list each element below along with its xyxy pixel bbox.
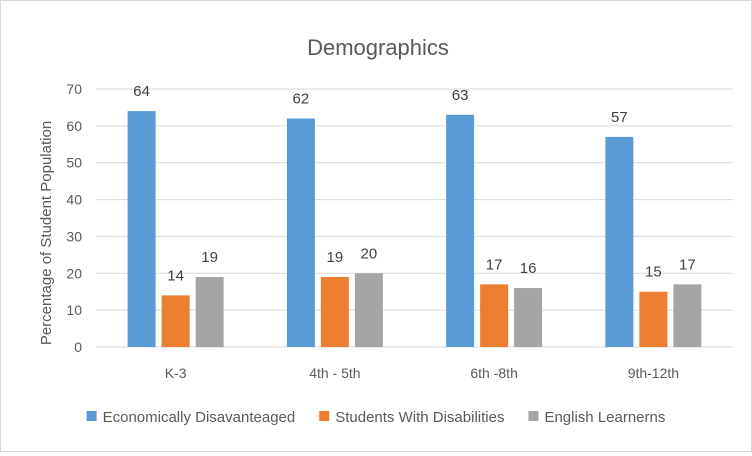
bars — [127, 111, 702, 347]
data-label: 57 — [611, 109, 628, 126]
data-labels: 64 14 19 62 19 20 63 17 16 57 15 17 — [133, 83, 695, 284]
bar — [446, 114, 475, 347]
y-tick-labels: 0 10 20 30 40 50 60 70 — [66, 81, 82, 355]
legend-swatch — [528, 411, 539, 421]
x-tick-label: 4th - 5th — [309, 365, 360, 381]
data-label: 19 — [327, 249, 344, 266]
y-tick-label: 20 — [66, 265, 82, 281]
data-label: 62 — [293, 90, 310, 107]
legend-item: Students With Disabilities — [319, 409, 504, 426]
legend-swatch — [319, 411, 330, 421]
bar — [605, 136, 634, 347]
data-label: 16 — [520, 260, 537, 277]
x-tick-label: K-3 — [165, 365, 187, 381]
bar — [480, 284, 509, 347]
bar — [354, 273, 383, 347]
x-tick-label: 6th -8th — [470, 365, 517, 381]
bar — [195, 276, 224, 347]
y-tick-label: 70 — [66, 81, 82, 97]
data-label: 19 — [201, 249, 218, 266]
legend-swatch — [86, 411, 97, 421]
bar — [286, 118, 315, 347]
y-axis-label: Percentage of Student Population — [38, 121, 55, 345]
bar — [673, 284, 702, 347]
bar — [514, 288, 543, 347]
legend-label: English Learnerns — [544, 409, 665, 426]
data-label: 17 — [486, 256, 503, 273]
x-tick-label: 9th-12th — [628, 365, 679, 381]
legend-item: English Learnerns — [528, 409, 665, 426]
data-label: 63 — [452, 87, 469, 104]
legend-item: Economically Disavanteaged — [86, 409, 296, 426]
y-tick-label: 10 — [66, 302, 82, 318]
data-label: 64 — [133, 83, 150, 100]
chart-title: Demographics — [307, 35, 449, 60]
bar — [161, 295, 190, 347]
bar — [639, 291, 668, 347]
data-label: 14 — [167, 267, 184, 284]
gridlines — [96, 88, 733, 348]
data-label: 15 — [645, 264, 662, 281]
x-tick-labels: K-3 4th - 5th 6th -8th 9th-12th — [165, 365, 679, 381]
legend: Economically Disavanteaged Students With … — [86, 409, 665, 426]
y-tick-label: 60 — [66, 118, 82, 134]
y-tick-label: 50 — [66, 155, 82, 171]
data-label: 17 — [679, 256, 696, 273]
bar — [127, 111, 156, 347]
data-label: 20 — [361, 245, 378, 262]
legend-label: Economically Disavanteaged — [103, 409, 296, 426]
legend-label: Students With Disabilities — [335, 409, 504, 426]
y-tick-label: 30 — [66, 228, 82, 244]
y-tick-label: 40 — [66, 192, 82, 208]
bar — [320, 276, 349, 347]
y-tick-label: 0 — [74, 339, 82, 355]
